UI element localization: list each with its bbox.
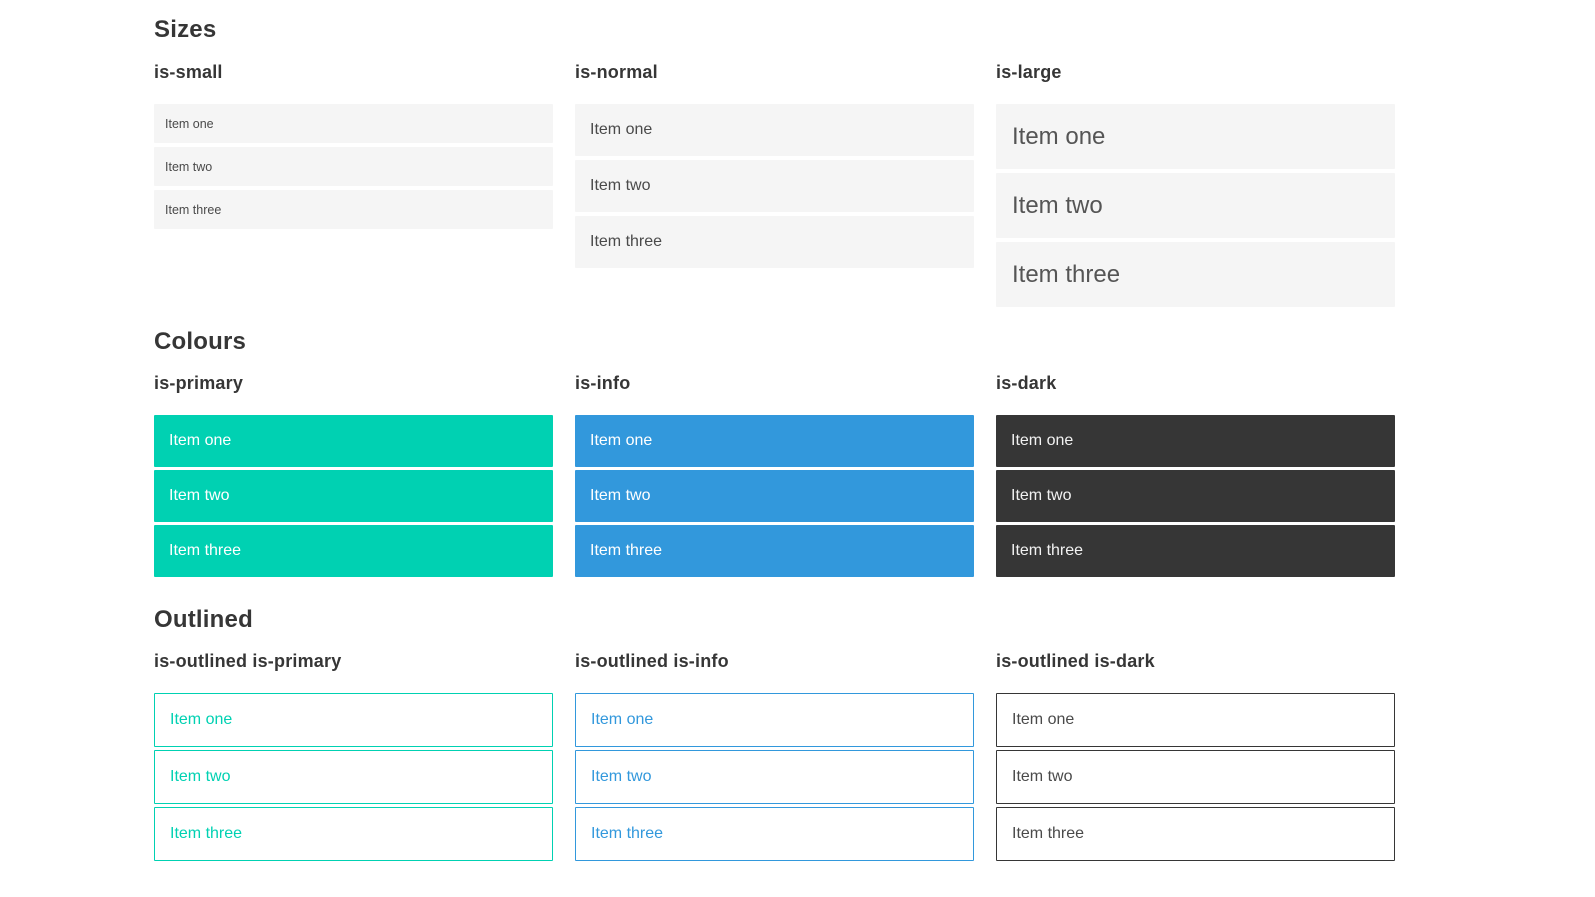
list-item[interactable]: Item one (154, 415, 553, 467)
column-heading: is-dark (996, 373, 1057, 393)
section-colours: Colours is-primary Item one Item two Ite… (154, 327, 1395, 580)
list-item[interactable]: Item two (996, 750, 1395, 804)
column-is-dark: is-dark Item one Item two Item three (996, 373, 1395, 580)
list-item[interactable]: Item two (996, 470, 1395, 522)
list-item[interactable]: Item two (154, 147, 553, 186)
list-item[interactable]: Item two (154, 750, 553, 804)
column-is-normal: is-normal Item one Item two Item three (575, 62, 974, 311)
list-item[interactable]: Item one (996, 104, 1395, 169)
list-item[interactable]: Item one (154, 693, 553, 747)
component-demo-page: Sizes is-small Item one Item two Item th… (154, 15, 1395, 864)
list-item[interactable]: Item two (154, 470, 553, 522)
column-heading: is-normal (575, 62, 658, 82)
list-item[interactable]: Item two (996, 173, 1395, 238)
list-item[interactable]: Item two (575, 750, 974, 804)
list-item[interactable]: Item one (996, 415, 1395, 467)
column-heading: is-small (154, 62, 223, 82)
section-title: Outlined (154, 606, 253, 633)
list-item[interactable]: Item one (154, 104, 553, 143)
list-item[interactable]: Item three (575, 807, 974, 861)
column-is-info: is-info Item one Item two Item three (575, 373, 974, 580)
colours-columns: is-primary Item one Item two Item three … (154, 373, 1395, 580)
list-item[interactable]: Item three (996, 807, 1395, 861)
item-list: Item one Item two Item three (996, 104, 1395, 307)
sizes-columns: is-small Item one Item two Item three is… (154, 62, 1395, 311)
section-sizes: Sizes is-small Item one Item two Item th… (154, 15, 1395, 311)
list-item[interactable]: Item three (996, 242, 1395, 307)
column-heading: is-info (575, 373, 631, 393)
list-item[interactable]: Item three (154, 190, 553, 229)
list-item[interactable]: Item three (154, 807, 553, 861)
list-item[interactable]: Item one (996, 693, 1395, 747)
list-item[interactable]: Item two (575, 160, 974, 212)
item-list: Item one Item two Item three (154, 415, 553, 577)
item-list: Item one Item two Item three (154, 104, 553, 229)
item-list: Item one Item two Item three (154, 693, 553, 861)
column-heading: is-outlined is-dark (996, 651, 1155, 671)
column-is-outlined-is-info: is-outlined is-info Item one Item two It… (575, 651, 974, 864)
list-item[interactable]: Item one (575, 104, 974, 156)
column-is-outlined-is-primary: is-outlined is-primary Item one Item two… (154, 651, 553, 864)
item-list: Item one Item two Item three (575, 693, 974, 861)
column-is-large: is-large Item one Item two Item three (996, 62, 1395, 311)
list-item[interactable]: Item three (154, 525, 553, 577)
list-item[interactable]: Item one (575, 693, 974, 747)
list-item[interactable]: Item three (996, 525, 1395, 577)
column-heading: is-primary (154, 373, 244, 393)
list-item[interactable]: Item one (575, 415, 974, 467)
column-heading: is-outlined is-primary (154, 651, 342, 671)
item-list: Item one Item two Item three (996, 693, 1395, 861)
list-item[interactable]: Item two (575, 470, 974, 522)
list-item[interactable]: Item three (575, 525, 974, 577)
list-item[interactable]: Item three (575, 216, 974, 268)
item-list: Item one Item two Item three (575, 104, 974, 268)
column-heading: is-large (996, 62, 1062, 82)
outlined-columns: is-outlined is-primary Item one Item two… (154, 651, 1395, 864)
column-is-outlined-is-dark: is-outlined is-dark Item one Item two It… (996, 651, 1395, 864)
column-is-primary: is-primary Item one Item two Item three (154, 373, 553, 580)
item-list: Item one Item two Item three (575, 415, 974, 577)
section-outlined: Outlined is-outlined is-primary Item one… (154, 605, 1395, 864)
section-title: Colours (154, 328, 247, 355)
section-title: Sizes (154, 16, 217, 43)
column-is-small: is-small Item one Item two Item three (154, 62, 553, 311)
item-list: Item one Item two Item three (996, 415, 1395, 577)
column-heading: is-outlined is-info (575, 651, 729, 671)
